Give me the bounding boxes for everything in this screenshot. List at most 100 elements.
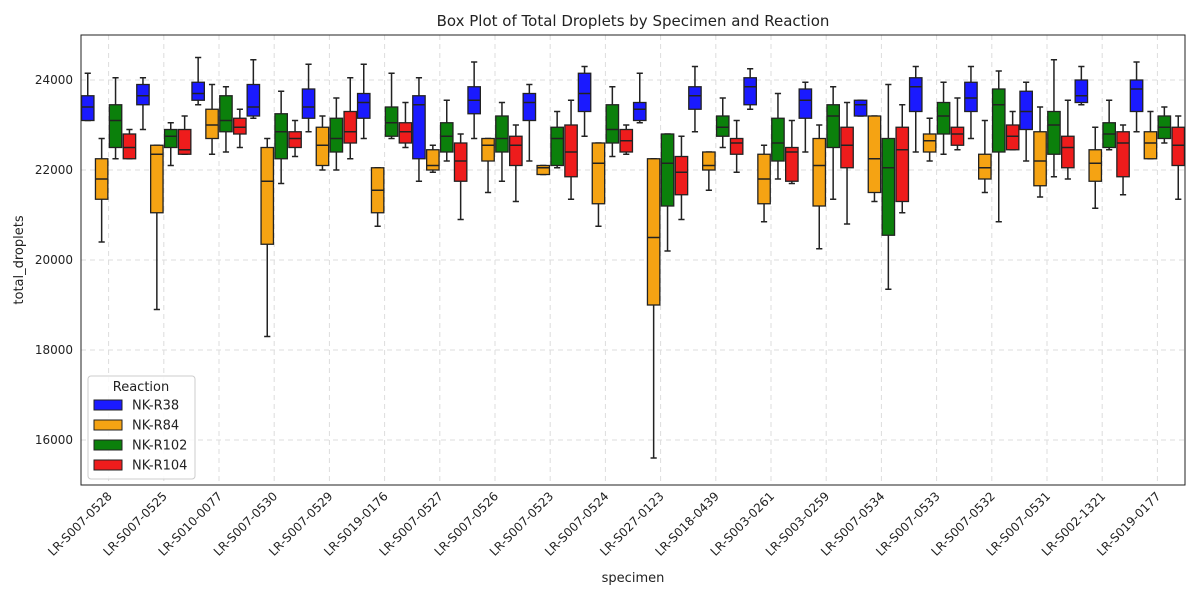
series-NK-R104 — [122, 77, 1186, 225]
box-NK-R104-LR-S003-0259 — [840, 101, 854, 225]
iqr-box — [605, 104, 620, 144]
box-NK-R38-LR-S007-0533 — [908, 65, 923, 153]
box-NK-R38-LR-S007-0524 — [577, 65, 592, 137]
box-NK-R38-LR-S003-0261 — [743, 68, 758, 110]
iqr-box — [356, 92, 371, 119]
box-NK-R102-LR-S007-0527 — [439, 99, 454, 162]
box-NK-R84-LR-S027-0123 — [646, 158, 661, 459]
box-NK-R104-LR-S007-0524 — [619, 124, 634, 155]
iqr-box — [867, 115, 882, 194]
box-NK-R102-LR-S007-0533 — [936, 81, 951, 155]
box-NK-R104-LR-S007-0525 — [177, 115, 192, 155]
box-NK-R38-LR-S018-0439 — [688, 65, 702, 133]
y-axis-label: total_droplets — [12, 215, 27, 304]
box-NK-R102-LR-S019-0176 — [384, 72, 399, 140]
box-NK-R84-LR-S007-0534 — [867, 115, 882, 203]
legend-swatch — [93, 439, 123, 451]
y-axis-ticks: 16000 18000 20000 22000 24000 — [35, 73, 73, 447]
box-NK-R104-LR-S007-0523 — [564, 99, 578, 200]
legend-swatch — [93, 419, 123, 431]
box-NK-R102-LR-S007-0532 — [991, 70, 1006, 223]
box-NK-R38-LR-S019-0176 — [356, 63, 371, 140]
iqr-box — [674, 155, 689, 196]
iqr-box — [895, 126, 910, 203]
y-tick-label: 16000 — [35, 433, 73, 447]
y-tick-label: 18000 — [35, 343, 73, 357]
iqr-box — [177, 128, 192, 155]
iqr-box — [384, 106, 399, 137]
box-NK-R84-LR-S003-0261 — [757, 144, 771, 223]
box-NK-R104-LR-S007-0528 — [122, 128, 137, 160]
iqr-box — [702, 151, 716, 171]
iqr-box — [577, 72, 592, 113]
box-NK-R104-LR-S007-0530 — [288, 119, 302, 158]
iqr-box — [1116, 131, 1130, 178]
box-NK-R104-LR-S007-0531 — [1061, 99, 1075, 180]
box-NK-R38-LR-S007-0532 — [964, 65, 978, 140]
iqr-box — [108, 104, 123, 149]
iqr-box — [398, 122, 413, 144]
legend-label: NK-R84 — [132, 419, 179, 434]
box-NK-R38-LR-S007-0534 — [853, 99, 868, 117]
iqr-box — [1033, 131, 1047, 187]
box-NK-R104-LR-S018-0439 — [729, 119, 744, 173]
iqr-box — [812, 137, 827, 207]
y-tick-label: 22000 — [35, 163, 73, 177]
box-NK-R84-LR-S019-0176 — [370, 167, 385, 227]
iqr-box — [798, 88, 813, 119]
box-series-layer — [80, 56, 1186, 459]
box-NK-R102-LR-S010-0077 — [219, 86, 233, 153]
iqr-box — [1102, 122, 1116, 149]
box-NK-R102-LR-S003-0261 — [771, 92, 785, 180]
box-NK-R84-LR-S007-0525 — [149, 144, 164, 311]
box-NK-R84-LR-S002-1321 — [1088, 126, 1103, 209]
box-NK-R102-LR-S007-0529 — [329, 97, 344, 171]
box-NK-R104-LR-S007-0534 — [895, 104, 910, 214]
iqr-box — [439, 122, 454, 153]
iqr-box — [729, 137, 744, 155]
iqr-box — [908, 77, 923, 113]
box-NK-R102-LR-S007-0528 — [108, 77, 123, 160]
box-NK-R102-LR-S007-0526 — [495, 101, 509, 182]
box-NK-R84-LR-S007-0532 — [978, 119, 992, 194]
box-NK-R104-LR-S019-0176 — [398, 101, 413, 149]
iqr-box — [688, 86, 702, 110]
iqr-box — [315, 126, 330, 167]
box-NK-R38-LR-S007-0529 — [301, 63, 316, 133]
legend-swatch — [93, 459, 123, 471]
iqr-box — [205, 108, 219, 140]
box-NK-R38-LR-S010-0077 — [191, 56, 205, 106]
iqr-box — [481, 137, 495, 162]
box-NK-R38-LR-S002-1321 — [1074, 65, 1089, 106]
box-NK-R84-LR-S007-0523 — [536, 164, 551, 176]
box-NK-R84-LR-S010-0077 — [205, 83, 219, 155]
y-tick-label: 24000 — [35, 73, 73, 87]
grid-lines — [81, 35, 1185, 485]
iqr-box — [743, 77, 758, 106]
iqr-box — [853, 99, 868, 117]
box-NK-R102-LR-S007-0525 — [163, 122, 178, 167]
iqr-box — [260, 146, 275, 245]
iqr-box — [771, 117, 785, 162]
box-NK-R38-LR-S019-0177 — [1129, 61, 1144, 133]
iqr-box — [1074, 79, 1089, 104]
iqr-box — [991, 88, 1006, 153]
box-NK-R38-LR-S027-0123 — [632, 72, 647, 124]
iqr-box — [412, 95, 426, 160]
iqr-box — [1005, 124, 1020, 151]
iqr-box — [550, 126, 565, 167]
iqr-box — [1143, 131, 1158, 160]
box-NK-R104-LR-S003-0261 — [785, 119, 799, 185]
iqr-box — [246, 83, 261, 117]
iqr-box — [508, 135, 523, 167]
box-NK-R104-LR-S002-1321 — [1116, 124, 1130, 196]
box-NK-R104-LR-S019-0177 — [1171, 115, 1186, 200]
box-NK-R84-LR-S007-0527 — [425, 144, 440, 173]
box-NK-R84-LR-S007-0530 — [260, 137, 275, 338]
box-NK-R38-LR-S007-0525 — [136, 77, 150, 131]
iqr-box — [219, 95, 233, 133]
box-NK-R104-LR-S007-0526 — [508, 124, 523, 203]
x-axis-label: specimen — [602, 571, 665, 586]
iqr-box — [122, 133, 137, 160]
